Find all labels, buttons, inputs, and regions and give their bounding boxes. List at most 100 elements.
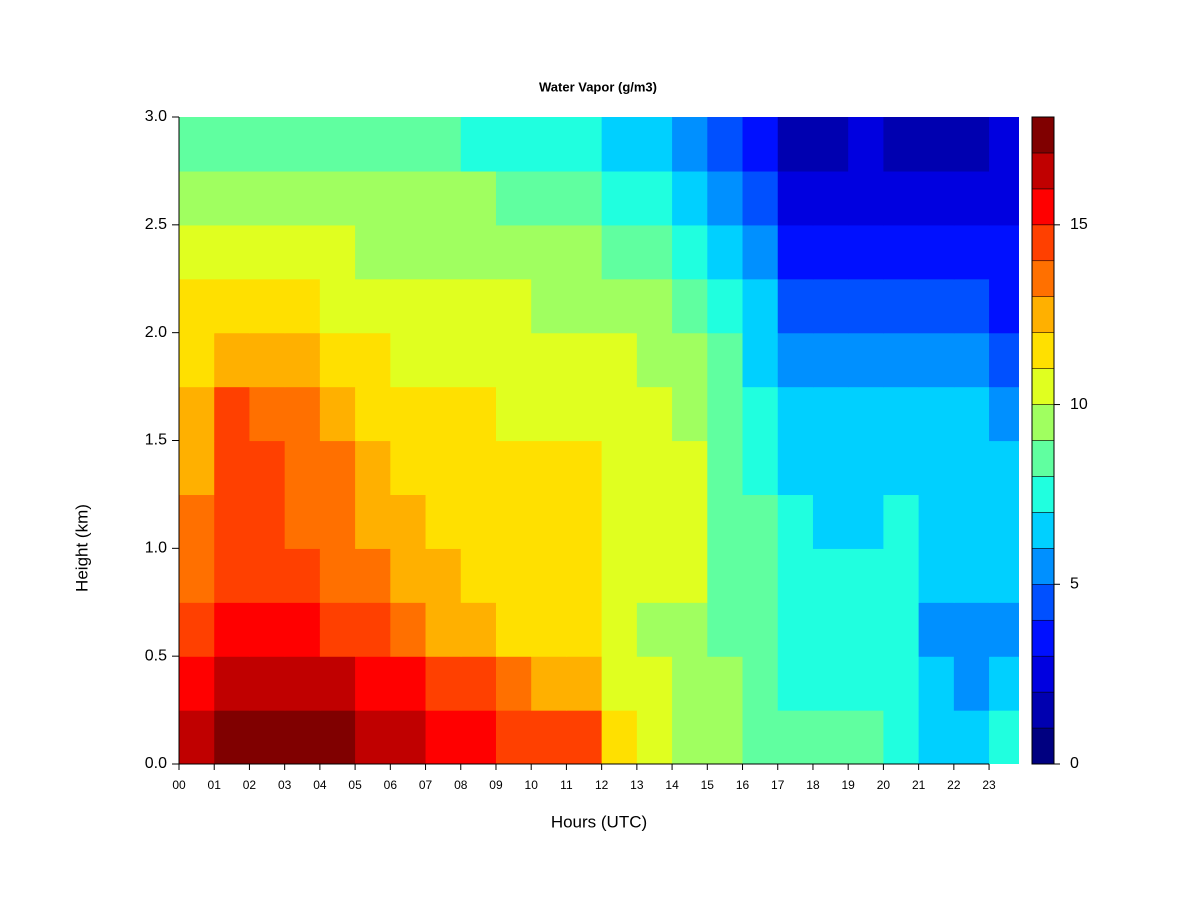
heat-cell [214, 548, 251, 603]
heat-cell [812, 170, 849, 226]
x-tick-label: 17 [771, 778, 785, 792]
heat-cell [601, 548, 638, 603]
heat-cell [989, 440, 1019, 496]
heat-cell [390, 386, 427, 442]
heat-cell [883, 710, 920, 764]
heat-cell [284, 710, 321, 764]
heat-cell [742, 494, 779, 549]
heat-cell [425, 332, 462, 388]
heat-cell [319, 386, 356, 442]
y-tick-label: 2.0 [145, 324, 167, 341]
heat-cell [777, 494, 814, 549]
heat-cell [707, 710, 744, 764]
heat-cell [777, 386, 814, 442]
heat-cell [425, 224, 462, 280]
heat-cell [425, 548, 462, 603]
heat-cell [777, 278, 814, 334]
heat-cell [812, 278, 849, 334]
heat-cell [179, 548, 215, 603]
heat-cell [214, 332, 251, 388]
heat-cell [179, 386, 215, 442]
heat-cell [425, 656, 462, 711]
heat-cell [636, 710, 673, 764]
heat-cell [742, 602, 779, 657]
heat-cell [249, 386, 286, 442]
heat-cell [566, 710, 603, 764]
colorbar-band [1031, 296, 1055, 333]
heat-cell [425, 278, 462, 334]
heat-cell [918, 224, 955, 280]
x-tick-label: 12 [595, 778, 609, 792]
heat-cell [566, 224, 603, 280]
heat-cell [672, 602, 708, 657]
heat-cell [284, 548, 321, 603]
heat-cell [355, 548, 391, 603]
heat-cell [883, 278, 920, 334]
colorbar-band [1031, 188, 1055, 226]
heat-cell [918, 332, 955, 388]
heat-cell [777, 170, 814, 226]
x-tick-label: 16 [736, 778, 750, 792]
heat-cell [953, 170, 990, 226]
x-tick-label: 06 [384, 778, 398, 792]
heatmap [179, 117, 1019, 764]
heat-cell [812, 548, 849, 603]
heat-cell [707, 548, 744, 603]
heat-cell [883, 224, 920, 280]
heat-cell [495, 548, 532, 603]
heat-cell [777, 332, 814, 388]
heat-cell [601, 224, 638, 280]
heat-cell [390, 440, 427, 496]
heat-cell [531, 278, 568, 334]
heat-cell [953, 117, 990, 172]
heat-cell [601, 117, 638, 172]
chart-title: Water Vapor (g/m3) [539, 79, 657, 94]
x-axis-label: Hours (UTC) [551, 812, 647, 831]
heat-cell [742, 332, 779, 388]
heat-cell [531, 170, 568, 226]
heat-cell [460, 170, 497, 226]
heat-cell [284, 332, 321, 388]
heat-cell [390, 117, 427, 172]
heat-cell [284, 224, 321, 280]
heat-cell [989, 278, 1019, 334]
heat-cell [812, 494, 849, 549]
heat-cell [707, 494, 744, 549]
heat-cell [672, 710, 708, 764]
heat-cell [601, 386, 638, 442]
heat-cell [214, 170, 251, 226]
heat-cell [601, 170, 638, 226]
heat-cell [495, 117, 532, 172]
heat-cell [495, 494, 532, 549]
heat-cell [636, 170, 673, 226]
heat-cell [495, 656, 532, 711]
colorbar-band [1031, 619, 1055, 657]
heat-cell [214, 440, 251, 496]
heat-cell [214, 710, 251, 764]
heat-cell [284, 494, 321, 549]
heat-cell [953, 710, 990, 764]
heat-cell [284, 656, 321, 711]
heat-cell [777, 656, 814, 711]
colorbar-tick-label: 10 [1070, 396, 1088, 413]
heat-cell [953, 602, 990, 657]
y-axis-label: Height (km) [72, 504, 91, 592]
heat-cell [848, 278, 885, 334]
heat-cell [531, 494, 568, 549]
colorbar-band [1031, 655, 1055, 693]
heat-cell [918, 117, 955, 172]
heat-cell [953, 656, 990, 711]
heat-cell [672, 170, 708, 226]
y-tick-label: 2.5 [145, 216, 167, 233]
heat-cell [214, 224, 251, 280]
heat-cell [460, 548, 497, 603]
heat-cell [214, 602, 251, 657]
heat-cell [319, 332, 356, 388]
heat-cell [355, 278, 391, 334]
heat-cell [531, 332, 568, 388]
heat-cell [179, 332, 215, 388]
heat-cell [284, 278, 321, 334]
heat-cell [249, 548, 286, 603]
heat-cell [390, 332, 427, 388]
